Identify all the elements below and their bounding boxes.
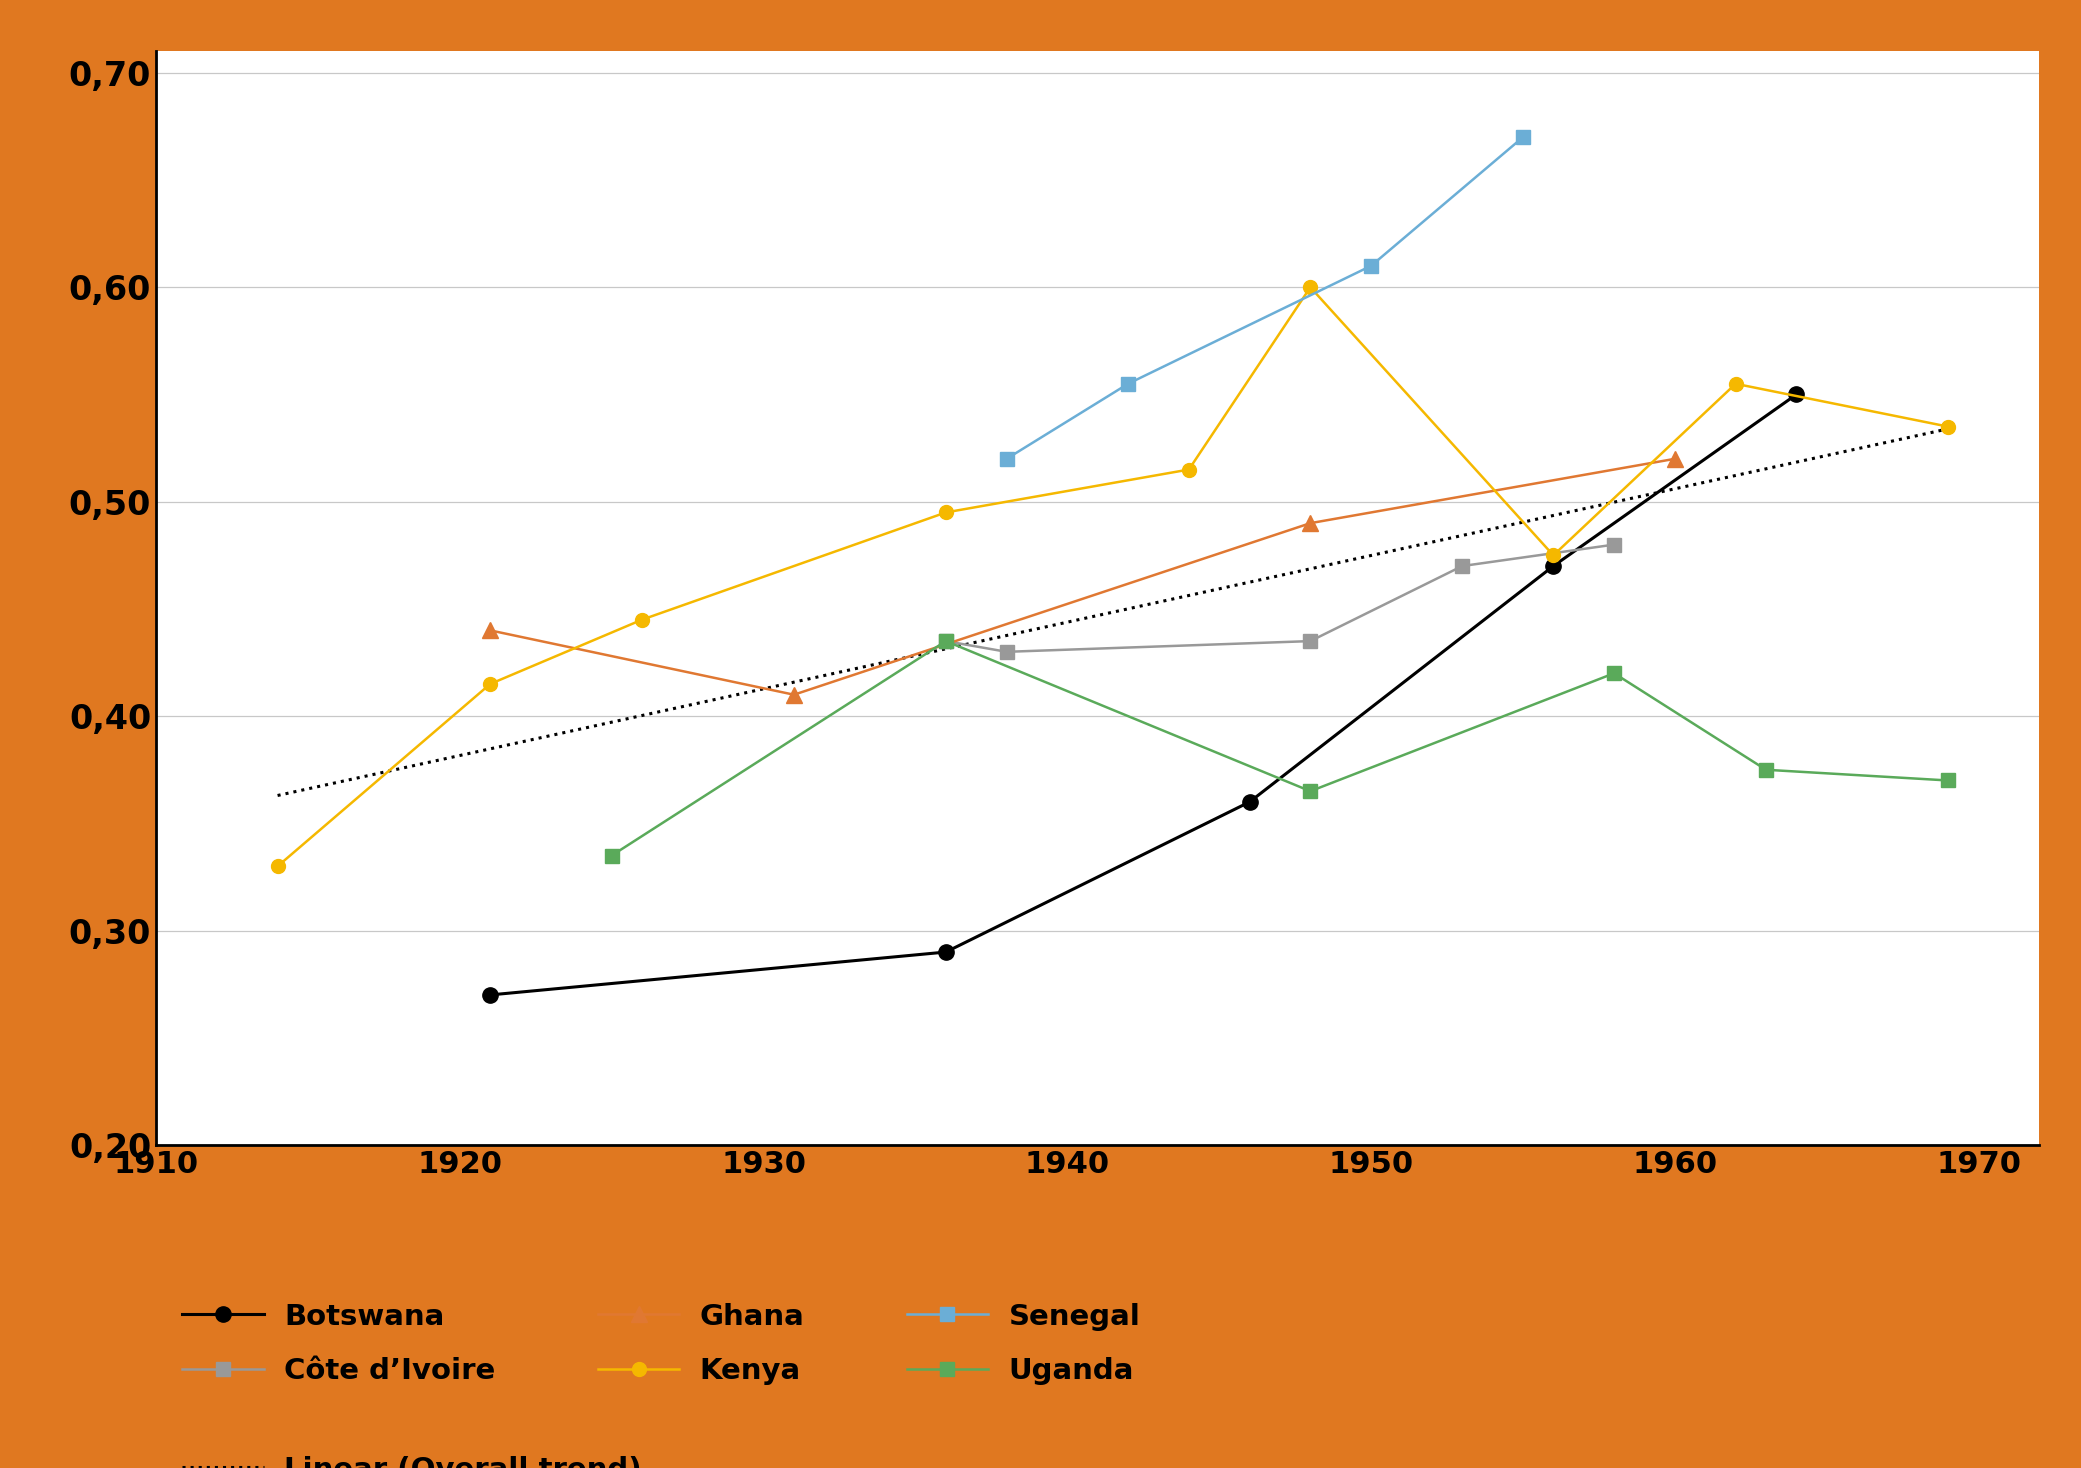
Botswana — [934, 944, 959, 962]
Kenya — [1935, 418, 1960, 436]
Legend: Linear (Overall trend): Linear (Overall trend) — [171, 1445, 653, 1468]
Côte d’Ivoire — [934, 633, 959, 650]
Uganda — [934, 633, 959, 650]
Senegal — [995, 451, 1020, 468]
Kenya — [264, 857, 289, 875]
Côte d’Ivoire — [1602, 536, 1627, 553]
Uganda — [1754, 760, 1779, 778]
Uganda — [1935, 772, 1960, 790]
Line: Ghana: Ghana — [483, 451, 1684, 702]
Uganda — [1299, 782, 1324, 800]
Botswana — [1783, 386, 1808, 404]
Senegal — [1359, 257, 1384, 275]
Kenya — [1723, 374, 1748, 392]
Ghana — [782, 686, 807, 703]
Botswana — [1540, 558, 1565, 575]
Botswana — [479, 986, 504, 1004]
Senegal — [1511, 128, 1536, 145]
Kenya — [1540, 546, 1565, 564]
Line: Botswana: Botswana — [483, 388, 1804, 1003]
Senegal — [1115, 374, 1140, 392]
Botswana — [1236, 793, 1261, 810]
Côte d’Ivoire — [1299, 633, 1324, 650]
Kenya — [1299, 279, 1324, 297]
Kenya — [631, 611, 656, 628]
Uganda — [599, 847, 624, 865]
Kenya — [1176, 461, 1201, 479]
Kenya — [479, 675, 504, 693]
Line: Uganda: Uganda — [606, 634, 1956, 863]
Line: Côte d’Ivoire: Côte d’Ivoire — [939, 537, 1621, 659]
Line: Senegal: Senegal — [999, 131, 1530, 465]
Kenya — [934, 504, 959, 521]
Ghana — [1663, 451, 1688, 468]
Line: Kenya: Kenya — [271, 280, 1956, 873]
Côte d’Ivoire — [1450, 558, 1475, 575]
Ghana — [479, 621, 504, 639]
Uganda — [1602, 665, 1627, 683]
Ghana — [1299, 514, 1324, 531]
Côte d’Ivoire — [995, 643, 1020, 661]
